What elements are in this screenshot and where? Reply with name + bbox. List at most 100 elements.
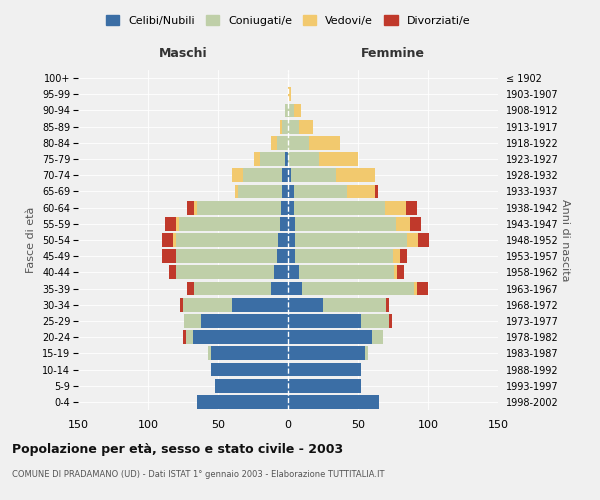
Bar xyxy=(165,217,176,230)
Bar xyxy=(365,346,368,360)
Bar xyxy=(232,168,243,182)
Bar xyxy=(271,282,288,296)
Bar xyxy=(347,184,375,198)
Bar xyxy=(375,184,377,198)
Bar xyxy=(194,200,197,214)
Bar xyxy=(397,266,404,280)
Bar xyxy=(278,233,288,247)
Bar xyxy=(400,250,407,263)
Bar xyxy=(271,136,277,149)
Bar xyxy=(288,266,299,280)
Bar xyxy=(288,136,309,149)
Bar xyxy=(293,184,347,198)
Bar xyxy=(288,282,302,296)
Bar xyxy=(295,233,407,247)
Bar xyxy=(173,233,176,247)
Bar xyxy=(162,250,176,263)
Bar xyxy=(274,266,288,280)
Bar xyxy=(285,104,288,118)
Bar xyxy=(414,282,417,296)
Bar xyxy=(180,298,183,312)
Bar xyxy=(288,104,293,118)
Bar xyxy=(293,200,385,214)
Bar xyxy=(283,120,288,134)
Bar xyxy=(288,298,323,312)
Bar xyxy=(389,314,392,328)
Bar xyxy=(283,184,288,198)
Bar xyxy=(288,395,379,409)
Y-axis label: Fasce di età: Fasce di età xyxy=(26,207,37,273)
Bar xyxy=(187,200,194,214)
Bar xyxy=(288,250,295,263)
Bar xyxy=(281,200,288,214)
Bar xyxy=(319,152,358,166)
Bar xyxy=(288,120,299,134)
Bar xyxy=(302,282,414,296)
Bar xyxy=(169,266,176,280)
Bar xyxy=(183,330,186,344)
Legend: Celibi/Nubili, Coniugati/e, Vedovi/e, Divorziati/e: Celibi/Nubili, Coniugati/e, Vedovi/e, Di… xyxy=(101,10,475,30)
Bar xyxy=(410,217,421,230)
Bar xyxy=(183,298,232,312)
Bar xyxy=(386,298,389,312)
Bar xyxy=(277,136,288,149)
Bar xyxy=(176,250,277,263)
Bar xyxy=(243,168,283,182)
Bar xyxy=(288,233,295,247)
Bar xyxy=(211,362,288,376)
Bar xyxy=(323,298,386,312)
Bar xyxy=(361,314,389,328)
Bar xyxy=(187,282,194,296)
Bar xyxy=(288,346,365,360)
Bar xyxy=(211,346,288,360)
Bar xyxy=(232,298,288,312)
Bar xyxy=(288,88,291,101)
Bar xyxy=(288,314,361,328)
Bar xyxy=(393,250,400,263)
Bar xyxy=(193,330,288,344)
Bar xyxy=(295,250,393,263)
Bar xyxy=(277,250,288,263)
Bar xyxy=(179,217,280,230)
Bar xyxy=(280,120,283,134)
Bar xyxy=(309,136,340,149)
Bar xyxy=(162,233,173,247)
Text: COMUNE DI PRADAMANO (UD) - Dati ISTAT 1° gennaio 2003 - Elaborazione TUTTITALIA.: COMUNE DI PRADAMANO (UD) - Dati ISTAT 1°… xyxy=(12,470,385,479)
Bar xyxy=(260,152,285,166)
Bar xyxy=(201,314,288,328)
Bar xyxy=(288,217,295,230)
Bar xyxy=(197,200,281,214)
Bar xyxy=(291,168,335,182)
Bar xyxy=(176,217,179,230)
Bar xyxy=(285,152,288,166)
Text: Popolazione per età, sesso e stato civile - 2003: Popolazione per età, sesso e stato civil… xyxy=(12,442,343,456)
Bar xyxy=(197,395,288,409)
Bar xyxy=(295,217,396,230)
Bar xyxy=(288,362,361,376)
Bar xyxy=(208,346,211,360)
Text: Femmine: Femmine xyxy=(361,48,425,60)
Bar xyxy=(396,217,410,230)
Bar xyxy=(335,168,375,182)
Bar xyxy=(194,282,271,296)
Bar xyxy=(176,233,278,247)
Bar xyxy=(254,152,260,166)
Bar xyxy=(407,233,418,247)
Bar xyxy=(293,104,301,118)
Bar xyxy=(385,200,406,214)
Bar xyxy=(288,184,293,198)
Bar xyxy=(184,314,201,328)
Bar xyxy=(417,282,428,296)
Bar xyxy=(283,168,288,182)
Bar xyxy=(235,184,238,198)
Bar xyxy=(288,379,361,392)
Bar xyxy=(288,330,372,344)
Bar xyxy=(418,233,430,247)
Bar xyxy=(215,379,288,392)
Bar xyxy=(238,184,283,198)
Bar xyxy=(288,152,319,166)
Bar xyxy=(394,266,397,280)
Bar xyxy=(299,120,313,134)
Bar xyxy=(372,330,383,344)
Bar xyxy=(299,266,394,280)
